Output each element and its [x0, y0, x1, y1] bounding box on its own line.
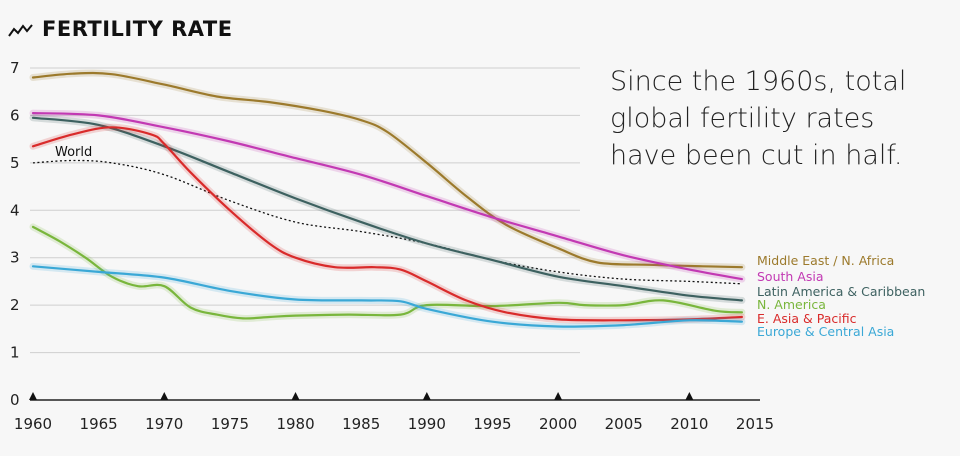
- y-axis-tick-labels: 0 1 2 3 4 5 6 7: [10, 59, 20, 409]
- x-tick-label: 2015: [736, 415, 774, 433]
- x-tick-label: 2005: [605, 415, 643, 433]
- y-tick-label: 0: [10, 391, 20, 409]
- chart-title: FERTILITY RATE: [42, 17, 233, 41]
- legend-entry: N. America: [757, 297, 826, 312]
- annotation-line-3: have been cut in half.: [610, 140, 903, 171]
- legend-entry: Latin America & Caribbean: [757, 284, 925, 299]
- annotation-line-1: Since the 1960s, total: [610, 66, 906, 97]
- series-line-europe-central-asia: [31, 265, 743, 328]
- x-axis-marker: [291, 392, 300, 400]
- y-tick-label: 7: [10, 59, 20, 77]
- y-tick-label: 6: [10, 106, 20, 124]
- x-tick-label: 1985: [342, 415, 380, 433]
- series-line-south-asia: [31, 112, 743, 281]
- x-tick-label: 1970: [145, 415, 183, 433]
- x-axis-marker: [422, 392, 431, 400]
- series-line-e-asia-pacific: [31, 126, 743, 322]
- y-tick-label: 1: [10, 344, 20, 362]
- series-label-world: World: [55, 145, 92, 160]
- legend-entry: Europe & Central Asia: [757, 324, 894, 339]
- x-tick-label: 1975: [211, 415, 249, 433]
- x-tick-label: 1995: [473, 415, 511, 433]
- y-tick-label: 5: [10, 154, 20, 172]
- series-lines: World: [29, 69, 746, 331]
- series-line-latin-america-caribbean: [31, 116, 743, 302]
- x-axis-marker: [29, 392, 37, 400]
- legend-entry: Middle East / N. Africa: [757, 253, 894, 268]
- x-tick-label: 1960: [14, 415, 52, 433]
- x-axis: 1960 1965 1970 1975 1980 1985 1990 1995 2000 2005…: [14, 392, 774, 433]
- chart-title-group: FERTILITY RATE: [8, 17, 233, 41]
- annotation-line-2: global fertility rates: [610, 103, 874, 134]
- grid-lines: [30, 67, 580, 354]
- legend-entry: E. Asia & Pacific: [757, 311, 857, 326]
- x-axis-marker: [160, 392, 169, 400]
- legend-entry: South Asia: [757, 269, 824, 284]
- series-line-middle-east-n-africa: [31, 71, 743, 269]
- x-axis-marker: [685, 392, 694, 400]
- trend-line-icon: [8, 24, 33, 37]
- y-tick-label: 4: [10, 201, 20, 219]
- x-tick-label: 1965: [80, 415, 118, 433]
- series-line-world: [32, 159, 742, 285]
- x-axis-marker: [554, 392, 563, 400]
- y-tick-label: 2: [10, 296, 20, 314]
- chart-annotation: Since the 1960s, total global fertility …: [610, 66, 906, 171]
- x-tick-label: 1980: [276, 415, 314, 433]
- x-tick-label: 1990: [408, 415, 446, 433]
- x-tick-label: 2000: [539, 415, 577, 433]
- y-tick-label: 3: [10, 249, 20, 267]
- x-tick-label: 2010: [670, 415, 708, 433]
- series-line-n-america: [31, 225, 743, 320]
